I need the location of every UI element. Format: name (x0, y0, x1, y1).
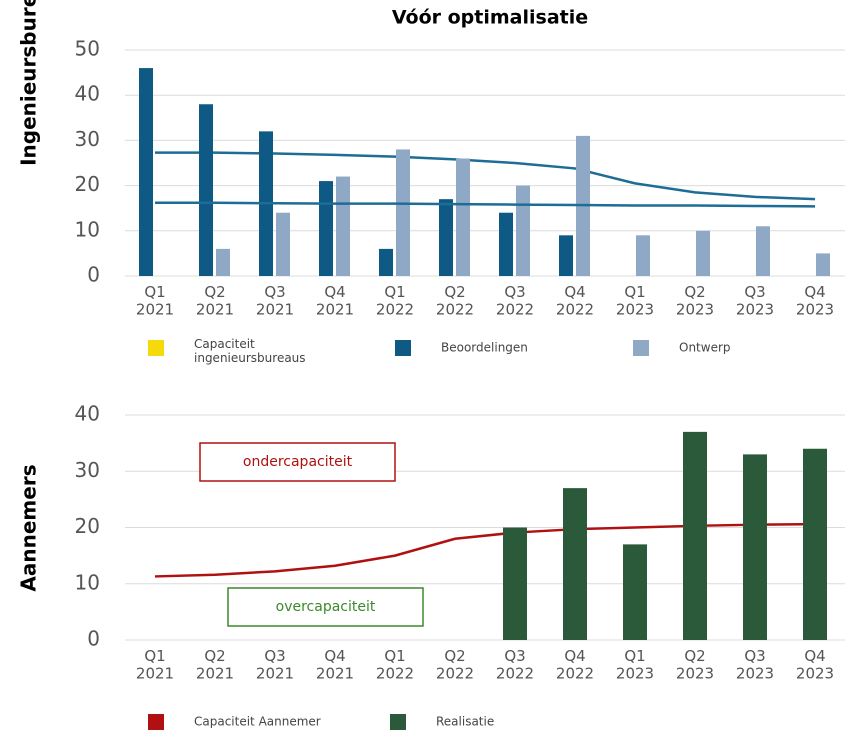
x-tick-label: Q4 2023 (796, 647, 834, 682)
chart-title: Vóór optimalisatie (392, 7, 588, 29)
bar (336, 176, 350, 276)
x-tick-label: Q3 2022 (496, 647, 534, 682)
legend-label: Realisatie (436, 715, 494, 729)
y-tick-label: 40 (75, 402, 100, 426)
line (155, 201, 816, 208)
x-tick-label: Q4 2021 (316, 283, 354, 318)
x-tick-label: Q2 2021 (196, 283, 234, 318)
bar (816, 253, 830, 276)
x-tick-label: Q1 2021 (136, 647, 174, 682)
bar (216, 248, 230, 276)
x-tick-label: Q2 2022 (436, 647, 474, 682)
y-tick-label: 30 (75, 458, 100, 482)
y-tick-label: 0 (87, 627, 100, 651)
x-tick-label: Q4 2022 (556, 647, 594, 682)
x-tick-label: Q1 2023 (616, 647, 654, 682)
bar (559, 235, 573, 276)
legend-swatch (633, 340, 649, 356)
y-tick-label: 50 (75, 37, 100, 61)
x-tick-label: Q1 2021 (136, 283, 174, 318)
bar (503, 527, 527, 640)
line (154, 522, 816, 578)
y-tick-label: 0 (87, 263, 100, 287)
legend-label: Capaciteit Aannemer (194, 715, 321, 729)
x-tick-label: Q1 2022 (376, 283, 414, 318)
annotation-text: overcapaciteit (276, 599, 376, 615)
x-tick-label: Q3 2022 (496, 283, 534, 318)
bar (439, 199, 453, 276)
y-axis-label: Aannemers (17, 464, 41, 591)
bar (499, 212, 513, 276)
bar (456, 158, 470, 276)
legend-label: Ontwerp (679, 341, 731, 355)
legend-label: Beoordelingen (441, 341, 528, 355)
y-tick-label: 40 (75, 82, 100, 106)
legend-label: Capaciteit ingenieursbureaus (194, 337, 306, 365)
bar (743, 454, 767, 640)
x-tick-label: Q2 2023 (676, 283, 714, 318)
annotation-box (199, 442, 396, 482)
bar (636, 235, 650, 276)
y-tick-label: 20 (75, 514, 100, 538)
x-tick-label: Q4 2023 (796, 283, 834, 318)
x-tick-label: Q4 2021 (316, 647, 354, 682)
legend-swatch (148, 340, 164, 356)
x-tick-label: Q2 2021 (196, 647, 234, 682)
y-tick-label: 30 (75, 127, 100, 151)
y-tick-label: 10 (75, 570, 100, 594)
bar (696, 230, 710, 276)
x-tick-label: Q3 2023 (736, 647, 774, 682)
x-tick-label: Q2 2022 (436, 283, 474, 318)
x-tick-label: Q1 2022 (376, 647, 414, 682)
x-tick-label: Q2 2023 (676, 647, 714, 682)
bar (563, 488, 587, 640)
annotation-text: ondercapaciteit (243, 454, 353, 470)
x-tick-label: Q1 2023 (616, 283, 654, 318)
legend-swatch (395, 340, 411, 356)
bar (199, 104, 213, 277)
x-tick-label: Q3 2021 (256, 647, 294, 682)
bar (319, 181, 333, 276)
bar (276, 212, 290, 276)
x-tick-label: Q4 2022 (556, 283, 594, 318)
bar (379, 248, 393, 276)
y-tick-label: 20 (75, 172, 100, 196)
bar (139, 68, 153, 276)
y-axis-label: Ingenieursbureaus (17, 0, 41, 166)
y-tick-label: 10 (75, 217, 100, 241)
bar (756, 226, 770, 276)
x-tick-label: Q3 2023 (736, 283, 774, 318)
bar (516, 185, 530, 276)
legend-swatch (148, 714, 164, 730)
legend-swatch (390, 714, 406, 730)
bar (683, 431, 707, 640)
bar (803, 448, 827, 640)
annotation-box (227, 587, 424, 627)
line (155, 151, 816, 201)
bar (623, 544, 647, 640)
x-tick-label: Q3 2021 (256, 283, 294, 318)
bar (396, 149, 410, 276)
